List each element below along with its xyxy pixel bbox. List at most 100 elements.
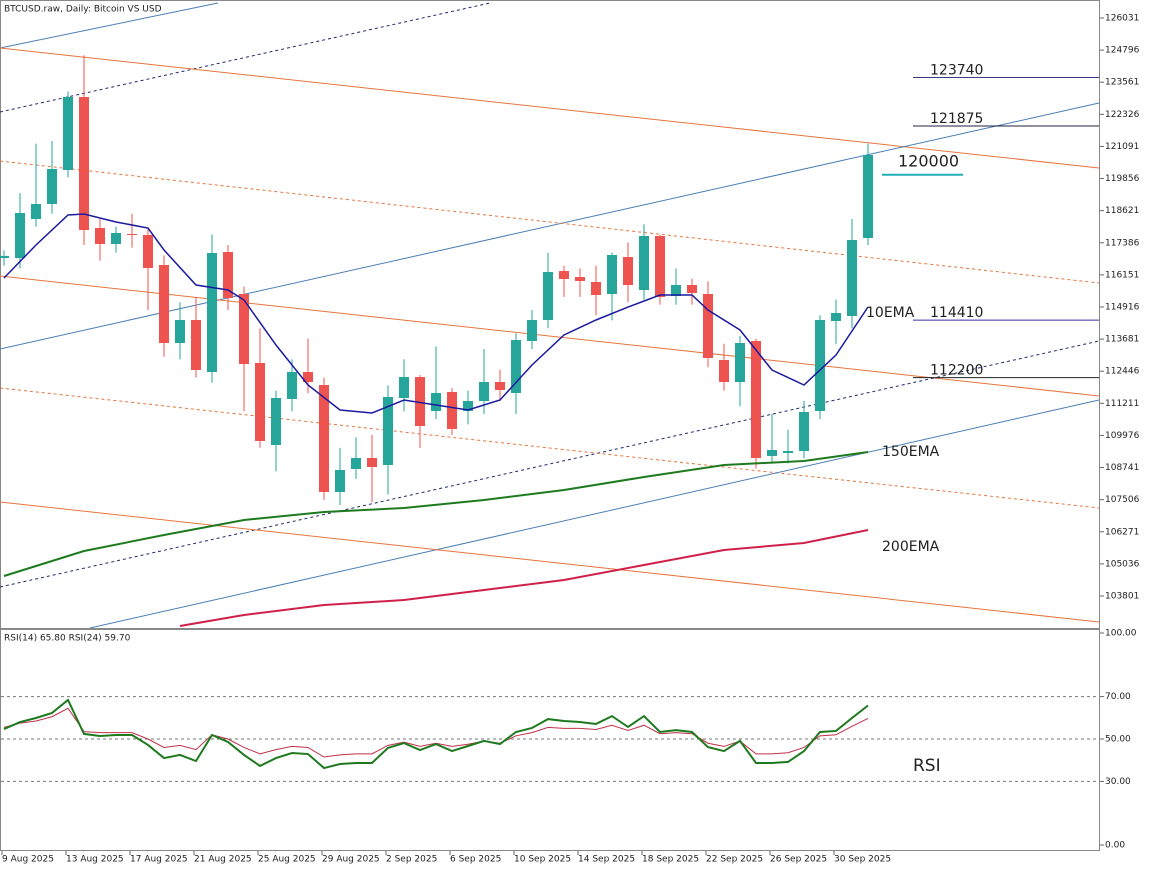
x-tick-label: 29 Aug 2025 <box>322 855 380 865</box>
candle-body <box>639 236 649 291</box>
y-tick-label: 30.00 <box>1105 777 1131 787</box>
x-tick-label: 26 Sep 2025 <box>770 855 827 865</box>
x-tick-label: 13 Aug 2025 <box>66 855 124 865</box>
candle-body <box>367 458 377 468</box>
candle-body <box>575 277 585 281</box>
candle-body <box>47 169 57 205</box>
candle-body <box>495 382 505 391</box>
y-tick-label: 100.00 <box>1105 629 1137 639</box>
candle-body <box>223 252 233 298</box>
y-tick-label: 50.00 <box>1105 735 1131 745</box>
candle-body <box>351 458 361 470</box>
candle-body <box>847 240 857 316</box>
y-tick-label: 116151 <box>1105 270 1139 280</box>
y-tick-label: 114916 <box>1105 302 1140 312</box>
y-tick-label: 105036 <box>1105 559 1140 569</box>
y-tick-label: 107506 <box>1105 495 1140 505</box>
candle-body <box>239 293 249 365</box>
y-tick-label: 113681 <box>1105 335 1139 345</box>
trend-line <box>0 160 1100 284</box>
candle-body <box>447 392 457 430</box>
candle-body <box>159 265 169 344</box>
x-tick-label: 14 Sep 2025 <box>578 855 635 865</box>
candle-body <box>543 271 553 320</box>
candle-body <box>207 253 217 372</box>
x-tick-label: 22 Sep 2025 <box>706 855 763 865</box>
rsi-label: RSI <box>913 756 941 776</box>
candle-body <box>319 384 329 492</box>
ema-label: 10EMA <box>866 305 915 321</box>
candle-body <box>399 377 409 398</box>
candle-body <box>127 234 137 236</box>
candle-body <box>15 212 25 259</box>
trend-lines <box>0 2 1100 629</box>
x-tick-label: 10 Sep 2025 <box>514 855 571 865</box>
candle-body <box>431 393 441 411</box>
y-tick-label: 124796 <box>1105 46 1140 56</box>
y-tick-label: 123561 <box>1105 78 1139 88</box>
y-tick-label: 108741 <box>1105 463 1139 473</box>
rsi-title: RSI(14) 65.80 RSI(24) 59.70 <box>4 634 131 644</box>
price-level-label: 120000 <box>898 151 959 170</box>
y-tick-label: 103801 <box>1105 591 1139 601</box>
chart-title: BTCUSD.raw, Daily: Bitcoin VS USD <box>4 5 162 15</box>
rsi-panel-frame <box>0 629 1100 851</box>
candle-body <box>255 362 265 442</box>
candle-body <box>623 256 633 285</box>
candle-body <box>735 343 745 383</box>
candle-body <box>671 284 681 296</box>
y-tick-label: 112446 <box>1105 367 1140 377</box>
candle-body <box>799 412 809 452</box>
candle-body <box>703 293 713 359</box>
trend-line <box>0 2 219 49</box>
trend-line <box>0 2 491 113</box>
candle-body <box>175 319 185 344</box>
main-panel-frame <box>0 0 1100 629</box>
candle-body <box>191 319 201 370</box>
candle-body <box>607 254 617 294</box>
candle-body <box>79 97 89 231</box>
price-level-label: 114410 <box>930 305 983 321</box>
rsi-line <box>3 707 869 758</box>
candle-body <box>63 97 73 170</box>
ema-line <box>3 451 869 577</box>
candle-body <box>783 451 793 454</box>
x-tick-label: 6 Sep 2025 <box>450 855 501 865</box>
price-level-label: 121875 <box>930 111 983 127</box>
candle-body <box>271 397 281 446</box>
trend-line <box>0 501 1100 623</box>
candle-body <box>383 397 393 466</box>
candle-body <box>111 232 121 244</box>
y-tick-label: 0.00 <box>1105 841 1125 851</box>
ema-label: 200EMA <box>882 539 940 555</box>
x-tick-label: 2 Sep 2025 <box>386 855 437 865</box>
ema-line <box>3 213 869 414</box>
candle-body <box>511 340 521 394</box>
candle-body <box>655 236 665 298</box>
y-tick-label: 118621 <box>1105 206 1139 216</box>
candle-body <box>815 319 825 411</box>
x-tick-label: 30 Sep 2025 <box>834 855 891 865</box>
candle-body <box>463 401 473 411</box>
candle-body <box>415 377 425 426</box>
candle-body <box>31 204 41 220</box>
x-tick-label: 17 Aug 2025 <box>130 855 188 865</box>
trend-line <box>0 47 1100 169</box>
x-tick-label: 9 Aug 2025 <box>2 855 54 865</box>
candle-body <box>479 382 489 402</box>
rsi-line <box>3 698 869 770</box>
x-tick-label: 21 Aug 2025 <box>194 855 252 865</box>
candle-body <box>143 234 153 268</box>
ema-label: 150EMA <box>882 444 940 460</box>
x-tick-label: 25 Aug 2025 <box>258 855 316 865</box>
y-tick-label: 109976 <box>1105 431 1140 441</box>
y-tick-label: 122326 <box>1105 110 1140 120</box>
candle-body <box>751 341 761 459</box>
price-level-label: 112200 <box>930 363 983 379</box>
y-tick-label: 117386 <box>1105 238 1140 248</box>
y-tick-label: 121091 <box>1105 142 1139 152</box>
y-tick-label: 126031 <box>1105 13 1139 23</box>
trend-line <box>89 399 1100 629</box>
candle-body <box>863 154 873 239</box>
candle-body <box>335 469 345 492</box>
